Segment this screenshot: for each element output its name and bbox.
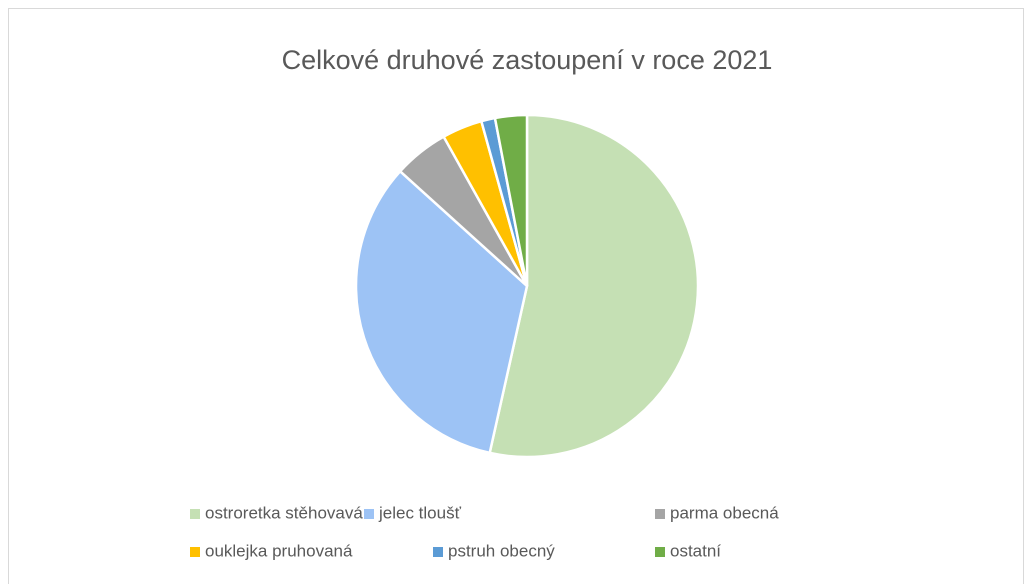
legend-label: jelec tloušť bbox=[378, 503, 462, 522]
legend-label: pstruh obecný bbox=[448, 541, 555, 560]
pie-slice bbox=[493, 113, 529, 287]
legend-swatch bbox=[190, 509, 200, 519]
pie-slice bbox=[354, 169, 529, 455]
legend-swatch bbox=[190, 547, 200, 557]
legend-swatch bbox=[433, 547, 443, 557]
legend-swatch bbox=[655, 509, 665, 519]
legend-swatch bbox=[655, 547, 665, 557]
legend-label: ostroretka stěhovavá bbox=[205, 503, 363, 522]
legend-label: ostatní bbox=[670, 541, 721, 560]
legend-swatch bbox=[364, 509, 374, 519]
chart-title: Celkové druhové zastoupení v roce 2021 bbox=[282, 45, 773, 75]
pie-slice bbox=[488, 113, 700, 459]
legend-label: ouklejka pruhovaná bbox=[205, 541, 353, 560]
legend-label: parma obecná bbox=[670, 503, 779, 522]
